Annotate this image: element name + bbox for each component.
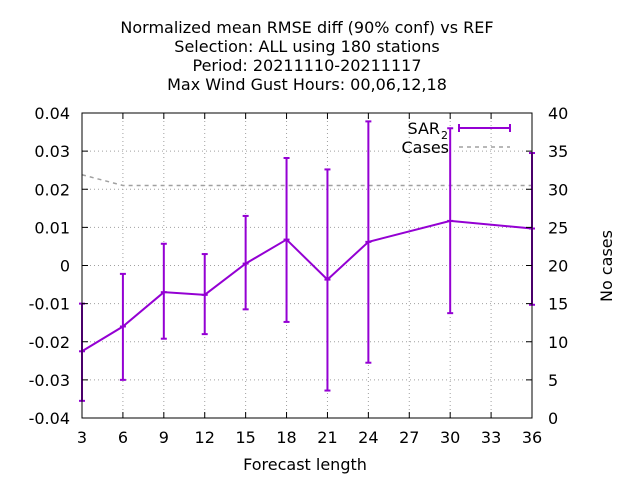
x-tick-label: 9 — [159, 428, 169, 447]
title-line-4: Max Wind Gust Hours: 00,06,12,18 — [167, 75, 447, 94]
y2-tick-label: 20 — [548, 257, 568, 276]
x-tick-label: 6 — [118, 428, 128, 447]
y-tick-label: -0.04 — [29, 409, 70, 428]
x-tick-label: 3 — [77, 428, 87, 447]
legend-label-sar: SAR — [407, 119, 440, 138]
y-tick-label: 0.02 — [34, 180, 70, 199]
y2-tick-label: 10 — [548, 333, 568, 352]
sar2-errorbar — [365, 120, 372, 364]
sar2-errorbar — [324, 168, 331, 392]
axis-tick-labels: 3 6 9 12 15 18 21 24 27 30 33 36-0.04-0.03-0.02-0.0… — [29, 104, 569, 447]
legend-sample-sar — [458, 124, 511, 132]
y-tick-label: -0.01 — [29, 295, 70, 314]
grid — [82, 113, 532, 418]
chart-title: Normalized mean RMSE diff (90% conf) vs … — [120, 18, 493, 94]
y2-tick-label: 5 — [548, 371, 558, 390]
y-tick-label: 0.03 — [34, 142, 70, 161]
x-tick-label: 21 — [317, 428, 337, 447]
x-tick-label: 24 — [358, 428, 378, 447]
plot-series — [79, 120, 535, 402]
sar2-errorbar — [119, 272, 126, 381]
y2-tick-label: 0 — [548, 409, 558, 428]
x-tick-label: 27 — [399, 428, 419, 447]
legend-label-cases: Cases — [402, 138, 450, 157]
sar2-errorbar — [160, 242, 167, 340]
legend-entry-cases: Cases — [402, 138, 510, 157]
y2-tick-label: 35 — [548, 142, 568, 161]
y2-tick-label: 40 — [548, 104, 568, 123]
y2-tick-label: 25 — [548, 218, 568, 237]
sar2-errorbar — [242, 214, 249, 311]
title-line-3: Period: 20211110-20211117 — [192, 56, 421, 75]
x-tick-label: 18 — [276, 428, 296, 447]
y2-tick-label: 30 — [548, 180, 568, 199]
sar2-line — [81, 219, 533, 353]
sar2-errorbar — [283, 156, 290, 323]
y-tick-label: 0.04 — [34, 104, 70, 123]
y-tick-label: -0.02 — [29, 333, 70, 352]
legend: SAR 2 Cases — [402, 119, 511, 157]
y-tick-label: -0.03 — [29, 371, 70, 390]
y2-tick-label: 15 — [548, 295, 568, 314]
legend-entry-sar2: SAR 2 — [407, 119, 511, 142]
x-axis-title: Forecast length — [243, 455, 367, 474]
x-tick-label: 15 — [235, 428, 255, 447]
x-tick-label: 30 — [440, 428, 460, 447]
sar2-errorbar — [447, 127, 454, 315]
title-line-2: Selection: ALL using 180 stations — [174, 37, 439, 56]
x-tick-label: 12 — [195, 428, 215, 447]
y2-axis-title: No cases — [597, 230, 616, 302]
sar2-errorbar — [201, 253, 208, 336]
x-tick-label: 33 — [481, 428, 501, 447]
axis-ticks — [81, 112, 533, 419]
title-line-1: Normalized mean RMSE diff (90% conf) vs … — [120, 18, 493, 37]
legend-label-sar-subscript: 2 — [441, 129, 448, 142]
x-tick-label: 36 — [522, 428, 542, 447]
y-tick-label: 0.01 — [34, 218, 70, 237]
y-tick-label: 0 — [60, 257, 70, 276]
cases-line — [81, 174, 532, 187]
